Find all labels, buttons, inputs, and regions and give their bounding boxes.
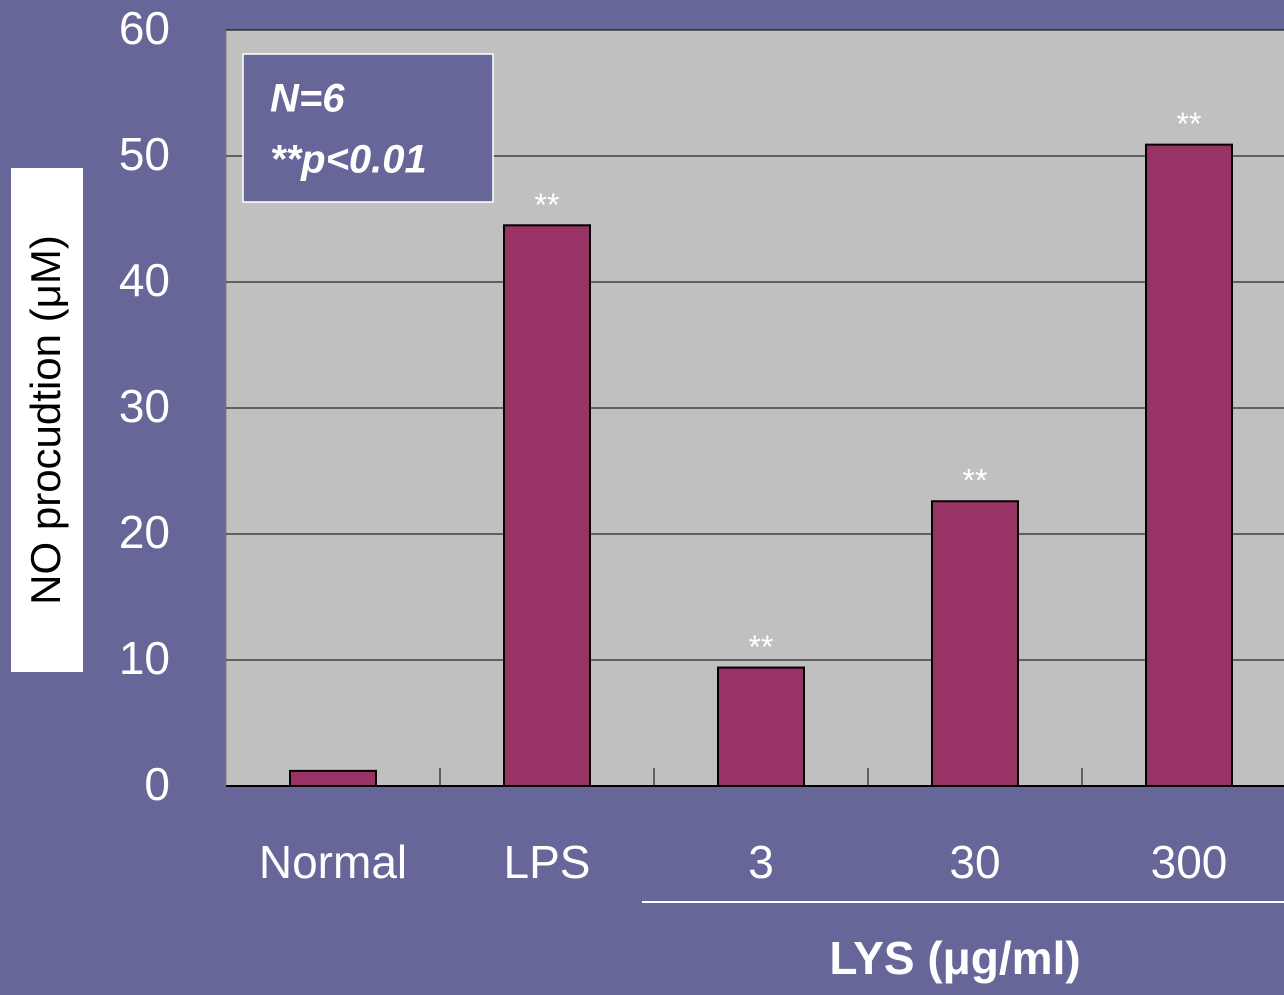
x-tick-label: 30 xyxy=(949,836,1000,888)
annotation-n: N=6 xyxy=(270,77,345,121)
bar xyxy=(931,500,1019,787)
significance-label: ** xyxy=(535,187,560,223)
y-tick-label: 0 xyxy=(144,758,170,810)
significance-label: ** xyxy=(963,463,988,499)
x-group-label: LYS (μg/ml) xyxy=(829,932,1080,984)
bar xyxy=(289,769,377,788)
bars xyxy=(289,143,1233,788)
y-tick-label: 40 xyxy=(119,254,170,306)
y-tick-label: 30 xyxy=(119,380,170,432)
y-tick-label: 20 xyxy=(119,506,170,558)
annotation-box xyxy=(242,53,494,203)
y-tick-label: 10 xyxy=(119,632,170,684)
bar xyxy=(717,666,805,787)
x-tick-label: LPS xyxy=(504,836,591,888)
x-tick-label: 3 xyxy=(748,836,774,888)
annotation-p: **p<0.01 xyxy=(270,138,427,182)
grid xyxy=(226,29,1284,787)
significance-label: ** xyxy=(749,629,774,665)
y-tick-label: 50 xyxy=(119,128,170,180)
x-tick-label: Normal xyxy=(259,836,407,888)
y-axis-label: NO procudtion (μM) xyxy=(22,235,69,605)
significance-label: ** xyxy=(1177,106,1202,142)
y-axis-label-bg xyxy=(11,168,83,672)
y-axis-label-group: NO procudtion (μM) xyxy=(11,168,83,672)
y-tick-label: 60 xyxy=(119,2,170,54)
bar xyxy=(503,224,591,788)
bar xyxy=(1145,143,1233,788)
x-tick-label: 300 xyxy=(1151,836,1228,888)
